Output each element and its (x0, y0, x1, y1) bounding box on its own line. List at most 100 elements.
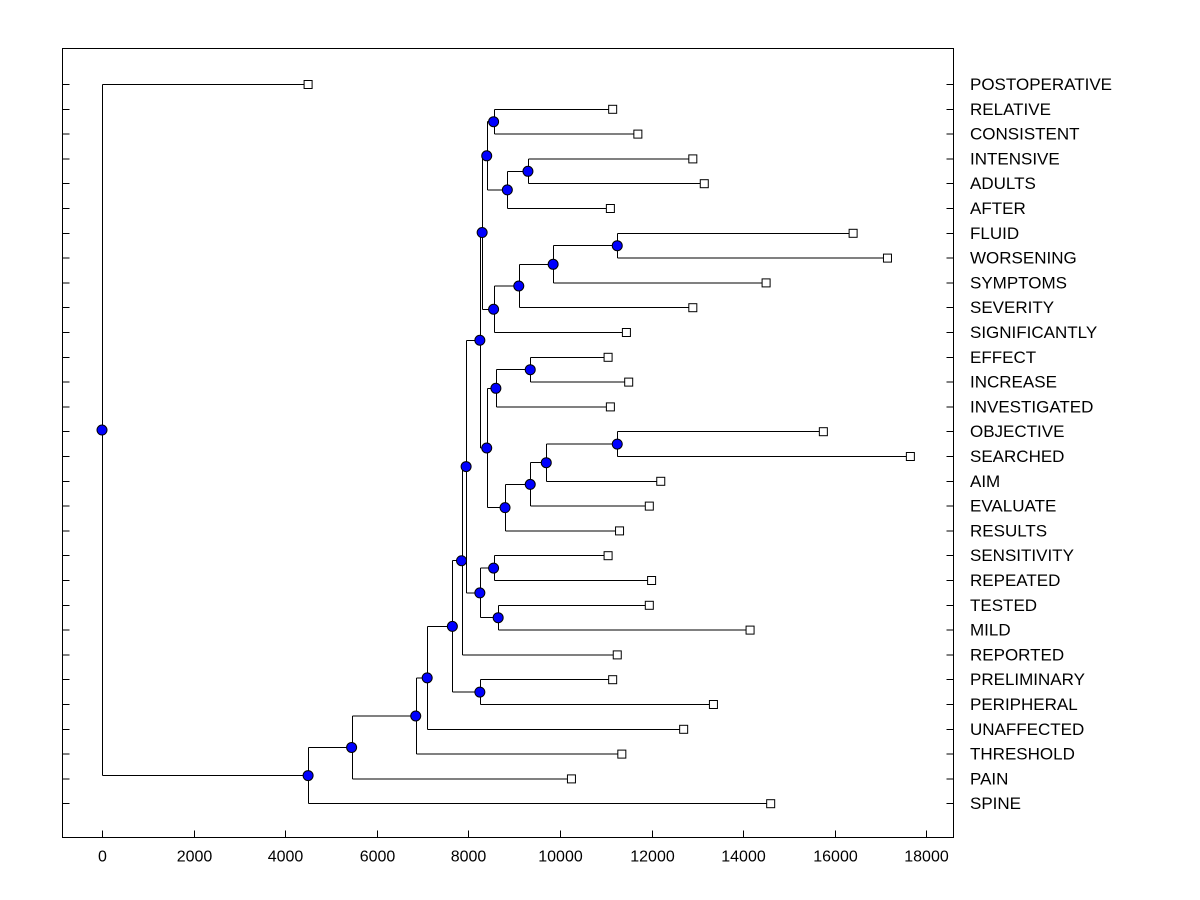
leaf-label-significantly: SIGNIFICANTLY (970, 323, 1097, 342)
leaf-marker-group (303, 80, 915, 809)
leaf-label-mild: MILD (970, 621, 1011, 640)
node-marker-n_fwss_sig (488, 303, 500, 315)
node-marker-n_ia_aft (501, 184, 513, 196)
node-marker-n_cr_pp (446, 620, 458, 632)
leaf-label-results: RESULTS (970, 521, 1047, 540)
x-tick-label-4000: 4000 (268, 849, 304, 866)
leaf-marker-adults (699, 179, 709, 189)
node-marker-group (96, 116, 623, 782)
leaf-label-adults: ADULTS (970, 174, 1036, 193)
leaf-marker-severity (688, 303, 698, 313)
node-marker-n_tes_mil (492, 612, 504, 624)
leaf-marker-sensitivity (603, 551, 613, 561)
leaf-marker-evaluate (644, 501, 654, 511)
leaf-marker-unaffected (679, 724, 689, 734)
leaf-marker-repeated (647, 576, 657, 585)
leaf-label-intensive: INTENSIVE (970, 149, 1060, 168)
leaf-marker-after (605, 204, 615, 213)
leaf-marker-pain (566, 774, 576, 784)
leaf-marker-symptoms (761, 278, 771, 288)
x-tick-label-2000: 2000 (177, 849, 213, 866)
leaf-marker-consistent (633, 129, 643, 139)
leaf-marker-fluid (848, 228, 858, 238)
leaf-label-severity: SEVERITY (970, 298, 1054, 317)
leaf-label-postoperative: POSTOPERATIVE (970, 75, 1112, 94)
node-marker-n_root (96, 424, 108, 436)
leaf-label-preliminary: PRELIMINARY (970, 670, 1085, 689)
leaf-marker-investigated (605, 402, 615, 412)
leaf-marker-significantly (621, 328, 631, 337)
x-tick-label-12000: 12000 (630, 849, 675, 866)
leaf-label-peripheral: PERIPHERAL (970, 695, 1078, 714)
node-marker-n_upper_mid (474, 334, 486, 346)
leaf-label-threshold: THRESHOLD (970, 745, 1075, 764)
leaf-marker-postoperative (303, 80, 313, 89)
leaf-marker-increase (624, 377, 634, 387)
node-marker-n_unaff (421, 672, 433, 684)
leaf-tick-group (62, 84, 954, 805)
node-marker-n_core_rep (456, 555, 468, 567)
leaf-marker-results (615, 526, 625, 536)
leaf-marker-effect (603, 352, 613, 362)
node-marker-n_upper (476, 227, 488, 239)
node-marker-n_pain (346, 741, 358, 753)
x-tick-label-8000: 8000 (451, 849, 487, 866)
leaf-label-spine: SPINE (970, 794, 1021, 813)
node-marker-n_ei_inv (490, 382, 502, 394)
leaf-label-evaluate: EVALUATE (970, 497, 1056, 516)
x-tick-label-18000: 18000 (904, 849, 949, 866)
leaf-label-tested: TESTED (970, 596, 1037, 615)
leaf-marker-preliminary (608, 675, 618, 685)
leaf-label-symptoms: SYMPTOMS (970, 273, 1067, 292)
x-tick-label-6000: 6000 (360, 849, 396, 866)
leaf-label-worsening: WORSENING (970, 249, 1077, 268)
node-marker-n_int_adu (522, 165, 534, 177)
node-marker-n_rel_con (488, 116, 500, 128)
leaf-marker-threshold (617, 749, 627, 759)
node-marker-n_obj_sea (611, 438, 623, 450)
leaf-label-fluid: FLUID (970, 224, 1019, 243)
node-marker-n_sen_rep (488, 562, 500, 574)
node-marker-n_fw_sym (547, 258, 559, 270)
leaf-marker-spine (766, 799, 776, 809)
leaf-marker-objective (818, 427, 828, 437)
leaf-label-repeated: REPEATED (970, 571, 1060, 590)
node-marker-n_srtm (474, 587, 486, 599)
leaf-label-after: AFTER (970, 199, 1026, 218)
leaf-label-pain: PAIN (970, 769, 1008, 788)
leaf-label-effect: EFFECT (970, 348, 1036, 367)
leaf-label-aim: AIM (970, 472, 1000, 491)
leaf-label-increase: INCREASE (970, 373, 1057, 392)
leaf-marker-searched (905, 452, 915, 461)
node-marker-n_thr (410, 710, 422, 722)
leaf-label-consistent: CONSISTENT (970, 125, 1080, 144)
leaf-marker-worsening (882, 253, 892, 263)
node-marker-n_os_aim (540, 457, 552, 469)
leaf-marker-reported (612, 650, 622, 660)
leaf-marker-tested (644, 600, 654, 610)
leaf-label-sensitivity: SENSITIVITY (970, 546, 1074, 565)
x-tick-label-10000: 10000 (538, 849, 583, 866)
x-tick-label-16000: 16000 (813, 849, 858, 866)
leaf-label-group: POSTOPERATIVE RELATIVE CONSISTENT INTENSIVE… (970, 75, 1112, 813)
node-marker-n_osae_res (499, 502, 511, 514)
leaf-label-reported: REPORTED (970, 645, 1064, 664)
node-marker-n_fws_sev (513, 280, 525, 292)
leaf-label-unaffected: UNAFFECTED (970, 720, 1084, 739)
node-marker-n_pre_per (474, 686, 486, 698)
node-marker-n_top_core (460, 461, 472, 473)
leaf-marker-aim (656, 476, 666, 486)
leaf-label-relative: RELATIVE (970, 100, 1051, 119)
node-marker-n_spine (302, 770, 314, 782)
node-marker-n_flu_wor (611, 240, 623, 252)
leaf-label-objective: OBJECTIVE (970, 422, 1064, 441)
node-marker-n_eff_inc (524, 364, 536, 376)
leaf-marker-peripheral (708, 700, 718, 709)
x-tick-label-0: 0 (98, 849, 107, 866)
leaf-label-searched: SEARCHED (970, 447, 1064, 466)
x-tick-label-14000: 14000 (721, 849, 766, 866)
x-axis: 0 2000 4000 6000 8000 10000 12000 14000 16000 180… (98, 830, 949, 866)
leaf-marker-mild (745, 625, 755, 635)
plot-frame (62, 48, 954, 838)
